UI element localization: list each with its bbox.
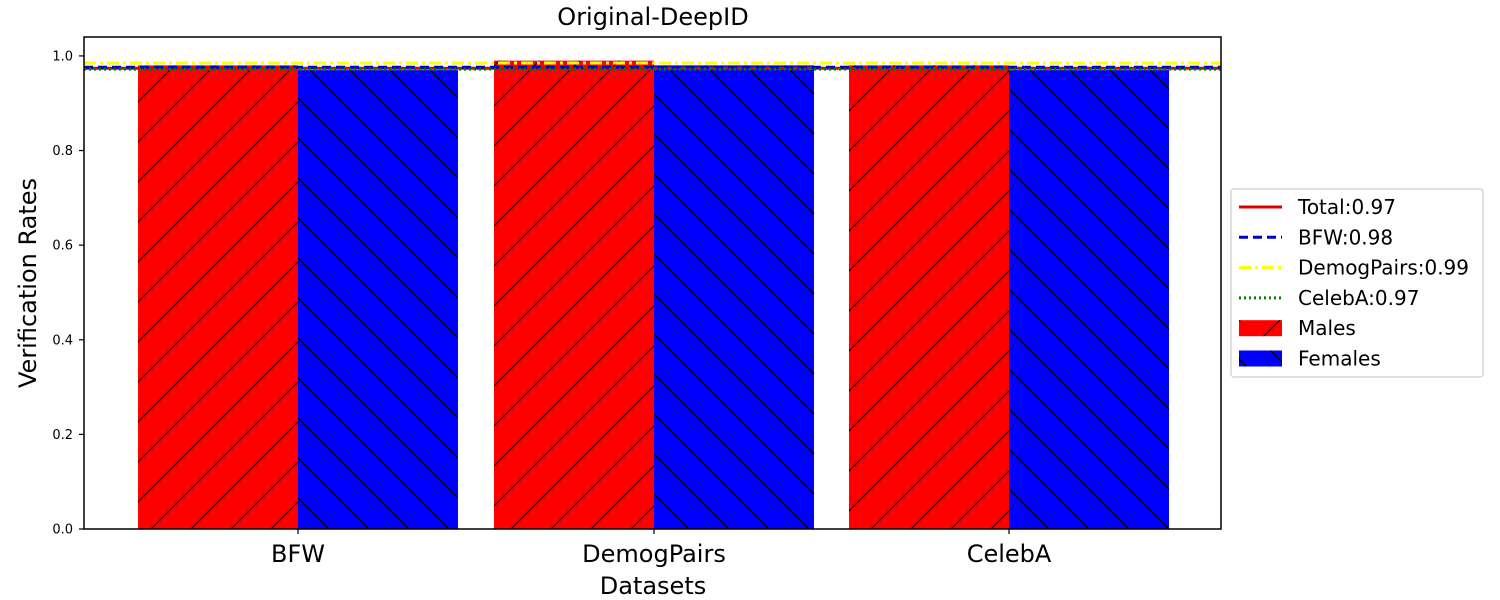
x-axis-title: Datasets bbox=[600, 572, 707, 600]
y-tick-label: 0.8 bbox=[52, 144, 73, 159]
y-tick-label: 0.0 bbox=[52, 523, 73, 538]
plot-frame bbox=[83, 36, 1222, 530]
legend-frame bbox=[1230, 188, 1484, 378]
legend-label: BFW:0.98 bbox=[1298, 225, 1393, 249]
x-tick-label: DemogPairs bbox=[582, 540, 726, 568]
reference-lines-group bbox=[84, 61, 1221, 71]
legend-label: Males bbox=[1298, 316, 1356, 340]
chart-title: Original-DeepID bbox=[557, 3, 748, 31]
y-tick-label: 0.4 bbox=[52, 333, 73, 348]
bar-hatch-females-demogpairs bbox=[654, 65, 814, 529]
y-axis-title: Verification Rates bbox=[14, 178, 42, 388]
legend-label: DemogPairs:0.99 bbox=[1298, 256, 1469, 280]
bar-hatch-females-bfw bbox=[298, 70, 458, 529]
bar-hatch-females-celeba bbox=[1009, 70, 1169, 529]
legend-bar-swatch-hatch bbox=[1239, 350, 1282, 367]
y-tick-label: 1.0 bbox=[52, 49, 73, 64]
bar-hatch-males-bfw bbox=[138, 65, 298, 529]
y-axis-ticks: 0.0 0.2 0.4 0.6 0.8 1.0 bbox=[52, 49, 84, 538]
y-tick-label: 0.2 bbox=[52, 428, 73, 443]
legend-label: Females bbox=[1298, 347, 1381, 371]
legend-label: CelebA:0.97 bbox=[1298, 286, 1419, 310]
bar-hatch-males-demogpairs bbox=[494, 60, 654, 529]
y-tick-label: 0.6 bbox=[52, 239, 73, 254]
bar-hatch-males-celeba bbox=[849, 65, 1009, 529]
x-tick-label: CelebA bbox=[967, 540, 1052, 568]
x-axis-ticks: BFW DemogPairs CelebA bbox=[271, 529, 1052, 568]
x-tick-label: BFW bbox=[271, 540, 325, 568]
legend-bar-swatch-hatch bbox=[1239, 320, 1282, 337]
bars-group bbox=[138, 60, 1169, 529]
legend: Total:0.97 BFW:0.98 DemogPairs:0.99 CelebA:… bbox=[1230, 188, 1484, 378]
legend-label: Total:0.97 bbox=[1297, 195, 1396, 219]
